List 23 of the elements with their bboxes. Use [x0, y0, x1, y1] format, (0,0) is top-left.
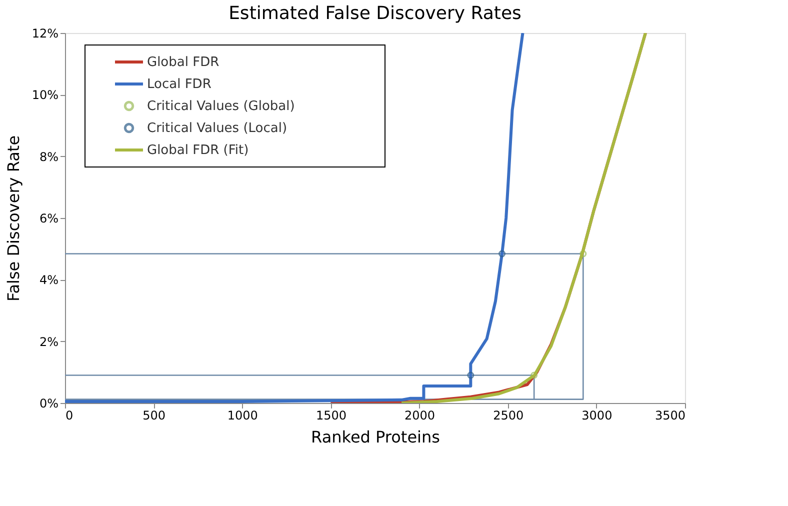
legend-label: Local FDR: [147, 77, 212, 92]
y-tick-label: 10%: [32, 88, 58, 102]
y-tick-label: 6%: [39, 212, 58, 226]
x-tick-label: 500: [142, 408, 166, 422]
legend-label: Global FDR: [147, 55, 220, 70]
x-tick-label: 1500: [316, 408, 346, 422]
y-axis-title: False Discovery Rate: [4, 135, 23, 302]
x-tick-label: 1000: [227, 408, 258, 422]
y-tick-label: 0%: [39, 396, 58, 410]
x-tick-label: 3500: [654, 408, 686, 422]
y-tick-label: 12%: [32, 26, 58, 40]
x-tick-label: 0: [66, 408, 74, 422]
chart-title: Estimated False Discovery Rates: [228, 3, 522, 24]
x-tick-label: 2500: [493, 408, 524, 422]
y-tick-label: 4%: [39, 273, 58, 288]
legend-label: Critical Values (Local): [147, 121, 288, 136]
legend-label: Global FDR (Fit): [147, 143, 249, 158]
x-tick-label: 2000: [404, 408, 436, 422]
x-tick-label: 3000: [582, 408, 612, 422]
legend-label: Critical Values (Global): [147, 99, 295, 114]
x-axis-title: Ranked Proteins: [311, 428, 440, 446]
y-tick-label: 8%: [39, 150, 58, 164]
y-tick-label: 2%: [39, 334, 58, 349]
